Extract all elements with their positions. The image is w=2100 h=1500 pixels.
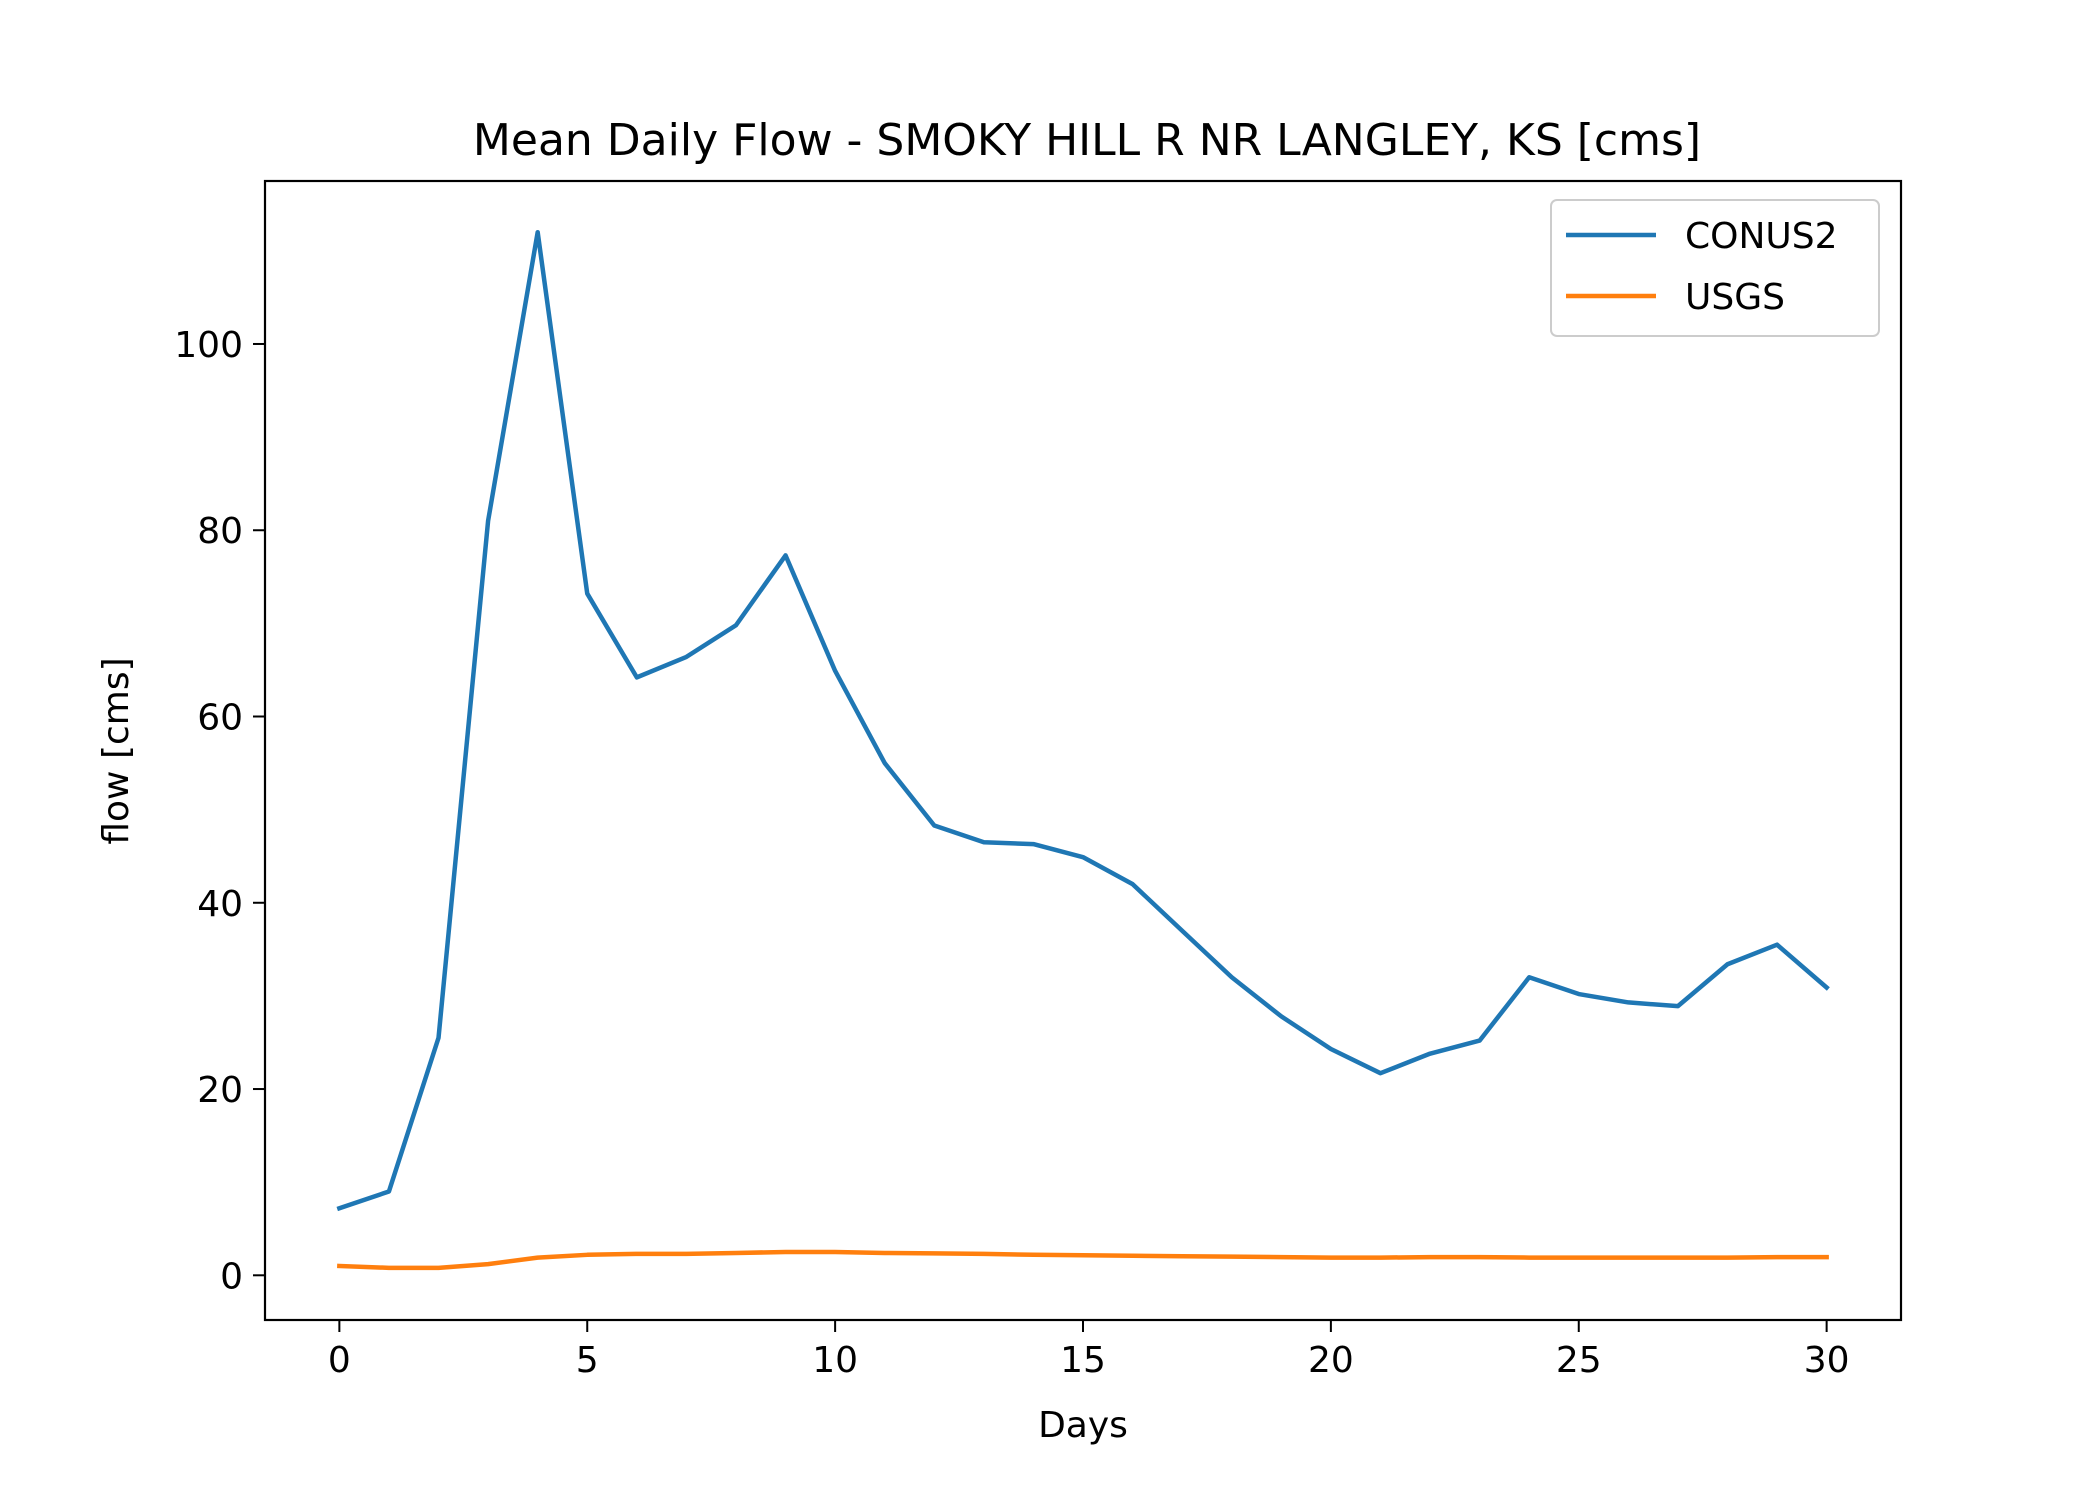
y-tick-label: 0 — [220, 1256, 243, 1297]
x-tick-label: 15 — [1060, 1340, 1106, 1381]
x-tick-label: 5 — [576, 1340, 599, 1381]
x-tick-label: 0 — [328, 1340, 351, 1381]
x-axis-label: Days — [1038, 1405, 1128, 1446]
y-tick-label: 80 — [197, 511, 243, 552]
y-tick-label: 100 — [174, 325, 243, 366]
series-line-conus2 — [336, 229, 1830, 1212]
x-axis: 0 5 10 15 20 25 30 — [328, 1320, 1850, 1381]
x-tick-label: 20 — [1308, 1340, 1354, 1381]
legend-label-conus2: CONUS2 — [1685, 216, 1838, 257]
legend-label-usgs: USGS — [1685, 277, 1785, 318]
x-tick-label: 30 — [1804, 1340, 1850, 1381]
legend: CONUS2 USGS — [1550, 199, 1880, 337]
y-axis-label: flow [cms] — [96, 657, 137, 844]
chart-title: Mean Daily Flow - SMOKY HILL R NR LANGLE… — [473, 115, 1701, 166]
y-tick-label: 60 — [197, 698, 243, 739]
series-line-usgs — [337, 1249, 1829, 1271]
series-layer — [336, 229, 1830, 1271]
y-axis: 0 20 40 60 80 100 — [174, 325, 265, 1297]
x-tick-label: 10 — [812, 1340, 858, 1381]
y-tick-label: 20 — [197, 1070, 243, 1111]
x-tick-label: 25 — [1556, 1340, 1602, 1381]
y-tick-label: 40 — [197, 884, 243, 925]
